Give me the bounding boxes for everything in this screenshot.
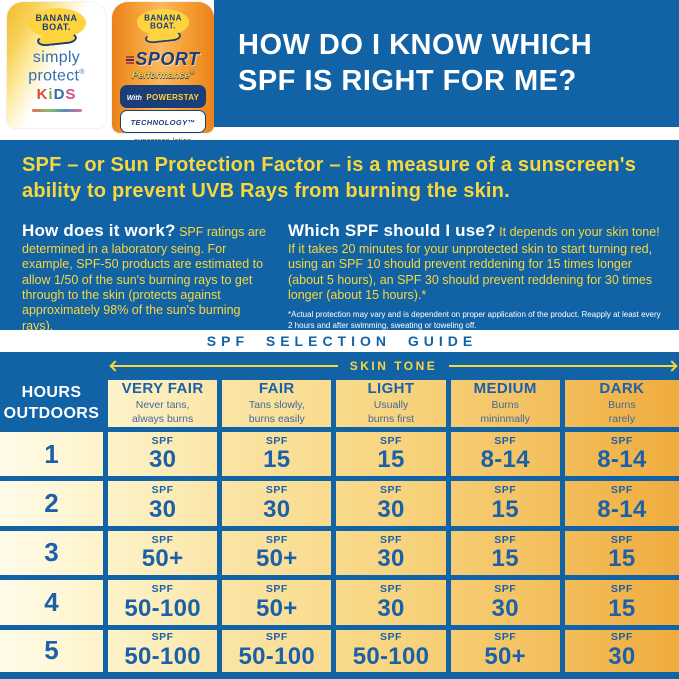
spf-cell: SPF 50+ bbox=[108, 530, 223, 581]
column-header-medium: MEDIUM Burns mininmally bbox=[450, 380, 565, 432]
spf-cell: SPF 15 bbox=[336, 432, 451, 482]
spf-cell: SPF 30 bbox=[336, 580, 451, 630]
registered-mark: ® bbox=[79, 69, 85, 76]
hours-cell: 2 bbox=[0, 481, 108, 531]
spf-cell: SPF 15 bbox=[564, 580, 679, 630]
spf-cell: SPF 50-100 bbox=[222, 629, 337, 679]
column-header-very-fair: VERY FAIR Never tans, always burns bbox=[108, 380, 223, 432]
spf-cell: SPF 8-14 bbox=[564, 481, 679, 531]
skin-tone-label: SKIN TONE bbox=[349, 359, 438, 373]
which-spf-heading: Which SPF should I use? bbox=[288, 221, 496, 240]
spf-cell: SPF 50+ bbox=[450, 629, 565, 679]
top-section: BANANA BOAT. simply protect® KiDS BANANA… bbox=[0, 0, 679, 145]
sport-sunscreen-bottle: BANANA BOAT. SPORT Performance® With POW… bbox=[112, 2, 214, 145]
spf-guide-section: SKIN TONE HOURS OUTDOORS VERY FAIR Never… bbox=[0, 352, 679, 679]
page-title-line: HOW DO I KNOW WHICH bbox=[238, 29, 593, 62]
logo-brand-text: BOAT. bbox=[42, 22, 71, 32]
kids-wordmark: KiDS bbox=[36, 86, 77, 104]
hours-cell: 4 bbox=[0, 580, 108, 630]
spf-cell: SPF 30 bbox=[336, 481, 451, 531]
spf-cell: SPF 15 bbox=[564, 531, 679, 581]
hours-cell: 5 bbox=[0, 629, 108, 679]
spf-table: HOURS OUTDOORS VERY FAIR Never tans, alw… bbox=[0, 380, 679, 679]
spf-cell: SPF 30 bbox=[336, 530, 451, 581]
sport-wordmark: SPORT bbox=[112, 50, 214, 68]
banana-boat-logo: BANANA BOAT. bbox=[27, 8, 86, 48]
kids-sunscreen-bottle: BANANA BOAT. simply protect® KiDS bbox=[7, 2, 106, 128]
skin-tone-axis: SKIN TONE bbox=[109, 359, 678, 373]
spf-cell: SPF 50+ bbox=[222, 530, 337, 581]
spf-cell: SPF 30 bbox=[108, 481, 223, 531]
disclaimer-footnote: *Actual protection may vary and is depen… bbox=[288, 310, 661, 331]
spf-cell: SPF 30 bbox=[222, 481, 337, 531]
spf-cell: SPF 8-14 bbox=[450, 432, 565, 482]
arrow-left-icon bbox=[109, 360, 121, 372]
spf-cell: SPF 30 bbox=[450, 580, 565, 630]
powerstay-badge: With POWERSTAY bbox=[120, 84, 206, 108]
spf-definition-headline: SPF – or Sun Protection Factor – is a me… bbox=[22, 154, 637, 202]
spf-cell: SPF 15 bbox=[450, 530, 565, 581]
hours-cell: 1 bbox=[0, 432, 108, 482]
column-header-light: LIGHT Usually burns first bbox=[336, 380, 451, 432]
spf-cell: SPF 15 bbox=[222, 432, 337, 482]
spf-cell: SPF 50-100 bbox=[108, 629, 223, 679]
spf-cell: SPF 8-14 bbox=[564, 432, 679, 482]
page-title-line: SPF IS RIGHT FOR ME? bbox=[238, 64, 577, 97]
intro-section: SPF – or Sun Protection Factor – is a me… bbox=[0, 140, 679, 333]
registered-mark: ® bbox=[189, 70, 195, 76]
kids-tagline-decoration bbox=[31, 109, 82, 113]
hours-cell: 3 bbox=[0, 530, 108, 581]
intro-columns: How does it work? SPF ratings are determ… bbox=[0, 221, 679, 334]
logo-brand-text: BANANA bbox=[35, 13, 78, 23]
axis-line bbox=[111, 365, 338, 367]
spf-cell: SPF 15 bbox=[450, 481, 565, 531]
column-header-fair: FAIR Tans slowly, burns easily bbox=[222, 380, 337, 432]
how-it-works-body: SPF ratings are determined in a laborato… bbox=[22, 225, 266, 333]
spf-cell: SPF 50+ bbox=[222, 580, 337, 630]
arrow-right-icon bbox=[666, 360, 678, 372]
technology-badge: TECHNOLOGY™ bbox=[120, 109, 206, 133]
logo-brand-text: BANANA bbox=[144, 13, 182, 23]
performance-label: Performance® bbox=[131, 70, 195, 82]
column-header-dark: DARK Burns rarely bbox=[564, 380, 679, 432]
spf-cell: SPF 30 bbox=[108, 432, 223, 482]
which-spf-body: It depends on your skin tone! If it take… bbox=[288, 225, 660, 303]
product-name: simply protect® bbox=[28, 49, 85, 85]
how-it-works-column: How does it work? SPF ratings are determ… bbox=[22, 221, 275, 334]
spf-cell: SPF 30 bbox=[564, 630, 679, 679]
speed-lines-icon bbox=[126, 56, 135, 65]
which-spf-column: Which SPF should I use? It depends on yo… bbox=[288, 221, 669, 334]
spf-cell: SPF 50-100 bbox=[108, 580, 223, 630]
how-it-works-heading: How does it work? bbox=[22, 221, 176, 240]
axis-line bbox=[449, 365, 676, 367]
spf-cell: SPF 50-100 bbox=[336, 629, 451, 679]
title-banner: HOW DO I KNOW WHICH SPF IS RIGHT FOR ME? bbox=[214, 0, 679, 127]
logo-brand-text: BOAT. bbox=[150, 21, 176, 31]
guide-band-title: SPF SELECTION GUIDE bbox=[206, 333, 478, 349]
hours-outdoors-header: HOURS OUTDOORS bbox=[0, 380, 108, 432]
guide-band: SPF SELECTION GUIDE bbox=[0, 330, 679, 352]
banana-boat-logo: BANANA BOAT. bbox=[136, 8, 190, 45]
